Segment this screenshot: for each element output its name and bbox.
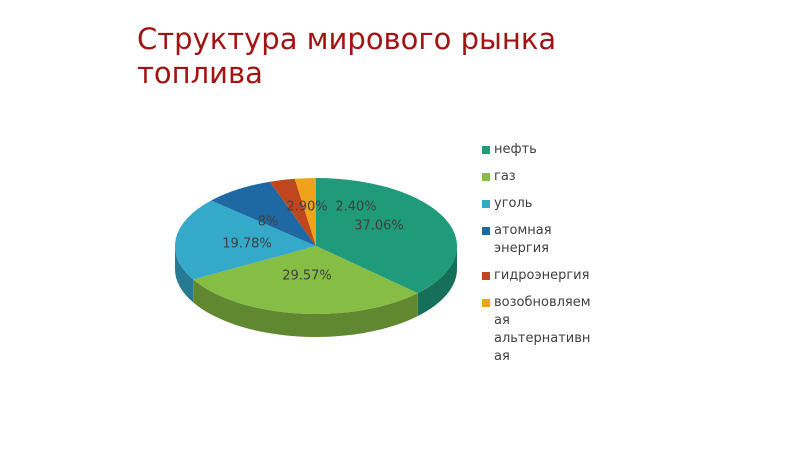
data-label-oil: 37.06% xyxy=(354,219,404,234)
pie-chart-sides xyxy=(175,246,457,338)
legend-swatch-coal xyxy=(482,200,490,208)
legend-label-gas: газ xyxy=(494,168,622,186)
legend-item-renewable: возобновляем ая альтернативн ая xyxy=(482,294,622,366)
chart-legend: нефть газ уголь атомная энергия гидроэне… xyxy=(482,141,622,375)
legend-label-nuclear-line-2: энергия xyxy=(494,241,549,256)
pie-slice-gas xyxy=(193,246,418,315)
data-label-nuclear: 8% xyxy=(258,215,279,230)
legend-label-renewable-line-2: ая xyxy=(494,313,510,328)
legend-label-renewable-line-3: альтернативн xyxy=(494,331,591,346)
legend-label-oil-line-1: нефть xyxy=(494,142,537,157)
legend-label-hydro-line-1: гидроэнергия xyxy=(494,268,590,283)
legend-label-nuclear: атомная энергия xyxy=(494,222,622,258)
legend-swatch-renewable xyxy=(482,299,490,307)
legend-swatch-nuclear xyxy=(482,227,490,235)
pie-slice-hydro xyxy=(269,178,316,246)
legend-item-hydro: гидроэнергия xyxy=(482,267,622,285)
data-label-gas: 29.57% xyxy=(282,269,332,284)
legend-item-coal: уголь xyxy=(482,195,622,213)
legend-label-renewable-line-4: ая xyxy=(494,349,510,364)
legend-label-gas-line-1: газ xyxy=(494,169,516,184)
data-label-renewable: 2.40% xyxy=(335,200,376,215)
pie-side-oil xyxy=(417,246,457,317)
pie-slice-coal xyxy=(174,200,316,280)
legend-swatch-oil xyxy=(482,146,490,154)
pie-side-gas xyxy=(193,279,418,338)
data-label-coal: 19.78% xyxy=(222,237,272,252)
legend-label-renewable: возобновляем ая альтернативн ая xyxy=(494,294,622,366)
legend-label-coal: уголь xyxy=(494,195,622,213)
legend-label-oil: нефть xyxy=(494,141,622,159)
slide-title: Структура мирового рынка топлива xyxy=(137,22,557,90)
legend-label-hydro: гидроэнергия xyxy=(494,267,622,285)
pie-side-coal xyxy=(175,246,194,303)
pie-slice-renewable xyxy=(294,178,316,246)
legend-item-nuclear: атомная энергия xyxy=(482,222,622,258)
legend-swatch-gas xyxy=(482,173,490,181)
legend-label-nuclear-line-1: атомная xyxy=(494,223,552,238)
legend-item-oil: нефть xyxy=(482,141,622,159)
legend-swatch-hydro xyxy=(482,272,490,280)
pie-slice-nuclear xyxy=(211,181,316,246)
legend-label-renewable-line-1: возобновляем xyxy=(494,295,591,310)
data-label-hydro: 2.90% xyxy=(286,200,327,215)
pie-slice-oil xyxy=(316,178,458,294)
legend-item-gas: газ xyxy=(482,168,622,186)
pie-chart-slices xyxy=(174,178,458,315)
pie-chart-data-labels: 37.06% 29.57% 19.78% 8% 2.90% 2.40% xyxy=(222,200,404,284)
legend-label-coal-line-1: уголь xyxy=(494,196,533,211)
